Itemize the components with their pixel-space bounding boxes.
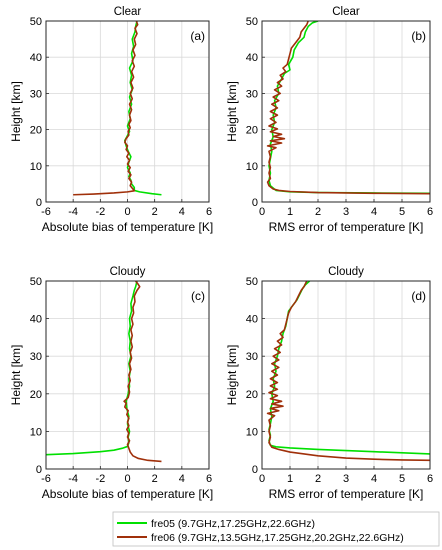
y-tick-label: 30	[30, 88, 42, 100]
x-tick-label: 4	[179, 473, 185, 485]
panel-label: (d)	[411, 289, 426, 303]
y-tick-label: 50	[30, 276, 42, 288]
x-axis-label: RMS error of temperature [K]	[269, 220, 424, 234]
x-tick-label: 5	[399, 473, 405, 485]
x-tick-label: -2	[95, 473, 105, 485]
y-tick-label: 40	[246, 52, 258, 64]
y-tick-label: 50	[246, 16, 258, 28]
x-tick-label: 5	[399, 206, 405, 218]
y-tick-label: 10	[246, 426, 258, 438]
y-tick-label: 20	[30, 125, 42, 137]
x-tick-label: 6	[427, 206, 433, 218]
y-axis-label: Height [km]	[9, 81, 23, 142]
panel-b: 0 1 2 3 4 5 6 0 10 20 30 40 50 Clear (b) RMS error of t…	[225, 6, 433, 234]
y-tick-label: 50	[30, 16, 42, 28]
y-tick-label: 10	[30, 161, 42, 173]
legend-entry: fre05 (9.7GHz,17.25GHz,22.6GHz)	[151, 518, 315, 530]
y-axis-label: Height [km]	[225, 81, 239, 142]
x-tick-label: -4	[68, 473, 78, 485]
x-tick-label: 6	[206, 473, 212, 485]
series-line-fre06	[266, 281, 430, 462]
y-tick-label: 10	[30, 426, 42, 438]
x-tick-label: -6	[41, 473, 51, 485]
x-tick-label: 3	[343, 473, 349, 485]
x-tick-label: 0	[259, 473, 265, 485]
x-tick-label: -2	[95, 206, 105, 218]
legend-entry: fre06 (9.7GHz,13.5GHz,17.25GHz,20.2GHz,2…	[151, 532, 404, 544]
y-tick-label: 10	[246, 161, 258, 173]
x-tick-label: 1	[287, 206, 293, 218]
panel-label: (a)	[190, 29, 205, 43]
panel-title: Clear	[114, 6, 142, 18]
x-tick-label: 2	[152, 473, 158, 485]
y-axis-label: Height [km]	[9, 345, 23, 406]
x-tick-label: 4	[371, 473, 377, 485]
series-line-fre05	[268, 21, 430, 195]
x-tick-label: 0	[124, 473, 130, 485]
y-tick-label: 0	[252, 464, 258, 476]
x-tick-label: 6	[427, 473, 433, 485]
panel-label: (b)	[411, 29, 426, 43]
y-tick-label: 40	[30, 52, 42, 64]
x-tick-label: 2	[152, 206, 158, 218]
panel-title: Clear	[332, 6, 360, 18]
x-tick-label: -4	[68, 206, 78, 218]
x-tick-label: 4	[179, 206, 185, 218]
panel-c: -6 -4 -2 0 2 4 6 0 10 20 30 40 50 Cloudy (c) Absolute b…	[9, 266, 213, 501]
y-tick-label: 20	[30, 389, 42, 401]
series-line-fre06	[266, 21, 430, 195]
y-tick-label: 20	[246, 125, 258, 137]
x-tick-label: 3	[343, 206, 349, 218]
x-tick-label: 2	[315, 473, 321, 485]
y-tick-label: 0	[36, 197, 42, 209]
y-tick-label: 0	[252, 197, 258, 209]
y-axis-label: Height [km]	[225, 345, 239, 406]
panel-d: 0 1 2 3 4 5 6 0 10 20 30 40 50 Cloudy (d) RMS error of …	[225, 266, 433, 501]
panel-label: (c)	[191, 289, 205, 303]
legend-box	[112, 511, 440, 547]
y-tick-label: 20	[246, 389, 258, 401]
x-tick-label: -6	[41, 206, 51, 218]
y-tick-label: 0	[36, 464, 42, 476]
x-tick-label: 0	[259, 206, 265, 218]
x-tick-label: 6	[206, 206, 212, 218]
series-line-fre06	[123, 281, 162, 463]
panel-a: -6 -4 -2 0 2 4 6 0 10 20 30 40 50 Clear (a) Absolute bi…	[9, 6, 213, 234]
y-tick-label: 30	[246, 88, 258, 100]
series-line-fre06	[73, 21, 139, 196]
y-tick-label: 40	[246, 314, 258, 326]
x-tick-label: 2	[315, 206, 321, 218]
legend: fre05 (9.7GHz,17.25GHz,22.6GHz) fre06 (9.…	[112, 511, 440, 547]
panel-title: Cloudy	[328, 266, 364, 278]
x-tick-label: 0	[124, 206, 130, 218]
x-tick-label: 1	[287, 473, 293, 485]
y-tick-label: 40	[30, 314, 42, 326]
x-axis-label: Absolute bias of temperature [K]	[42, 220, 213, 234]
panel-title: Cloudy	[110, 266, 146, 278]
x-axis-label: RMS error of temperature [K]	[269, 487, 424, 501]
y-tick-label: 50	[246, 276, 258, 288]
y-tick-label: 30	[30, 351, 42, 363]
x-axis-label: Absolute bias of temperature [K]	[42, 487, 213, 501]
y-tick-label: 30	[246, 351, 258, 363]
x-tick-label: 4	[371, 206, 377, 218]
